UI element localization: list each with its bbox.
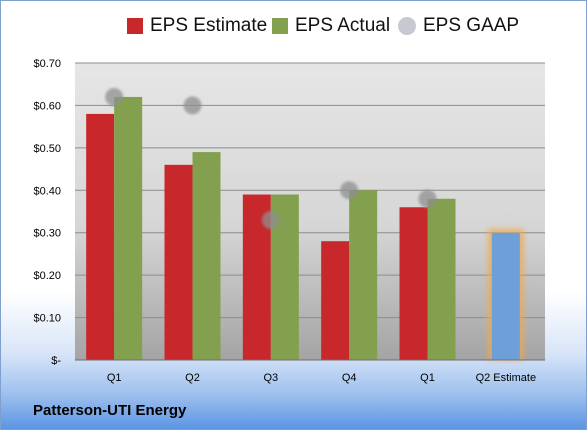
- x-tick-label: Q2: [185, 372, 200, 384]
- y-tick-label: $0.60: [33, 100, 61, 112]
- y-tick-label: $0.50: [33, 143, 61, 155]
- y-tick-label: $0.10: [33, 313, 61, 325]
- bar-eps-actual: [349, 190, 378, 360]
- bar-q2-estimate: [491, 232, 520, 360]
- legend-swatch-estimate: [127, 18, 143, 34]
- y-tick-label: $-: [51, 355, 61, 367]
- bar-eps-estimate: [321, 241, 350, 360]
- legend-item-eps-actual: EPS Actual: [272, 15, 390, 37]
- bar-eps-estimate: [86, 113, 115, 361]
- y-tick-label: $0.40: [33, 185, 61, 197]
- legend-label-actual: EPS Actual: [295, 15, 391, 36]
- legend-label-gaap: EPS GAAP: [423, 15, 520, 36]
- legend: EPS Estimate EPS Actual EPS GAAP: [1, 15, 586, 45]
- y-tick-label: $0.30: [33, 228, 61, 240]
- y-tick-label: $0.20: [33, 270, 61, 282]
- legend-item-eps-estimate: EPS Estimate: [127, 15, 267, 37]
- y-tick-label: $0.70: [33, 58, 61, 70]
- legend-label-estimate: EPS Estimate: [150, 15, 268, 36]
- marker-eps-gaap: [261, 210, 280, 229]
- bar-eps-actual: [192, 152, 221, 360]
- x-tick-label: Q2 Estimate: [476, 372, 537, 384]
- marker-eps-gaap: [105, 87, 124, 106]
- marker-eps-gaap: [418, 189, 437, 208]
- bar-eps-actual: [427, 198, 456, 360]
- marker-eps-gaap: [340, 181, 359, 200]
- x-tick-label: Q1: [107, 372, 122, 384]
- legend-swatch-actual: [272, 18, 288, 34]
- marker-eps-gaap: [183, 96, 202, 115]
- plot-area: [75, 63, 545, 360]
- x-tick-label: Q4: [342, 372, 357, 384]
- legend-item-eps-gaap: EPS GAAP: [398, 15, 519, 37]
- bar-eps-estimate: [164, 164, 193, 360]
- x-tick-label: Q3: [263, 372, 278, 384]
- chart-plot: $0.70 $0.60 $0.50 $0.40 $0.30 $0.20 $0.10 $- Q1 Q…: [33, 58, 545, 384]
- company-name: Patterson-UTI Energy: [33, 402, 187, 419]
- bar-eps-estimate: [399, 207, 428, 360]
- bar-eps-actual: [114, 96, 143, 360]
- legend-swatch-gaap: [398, 17, 416, 35]
- x-tick-label: Q1: [420, 372, 435, 384]
